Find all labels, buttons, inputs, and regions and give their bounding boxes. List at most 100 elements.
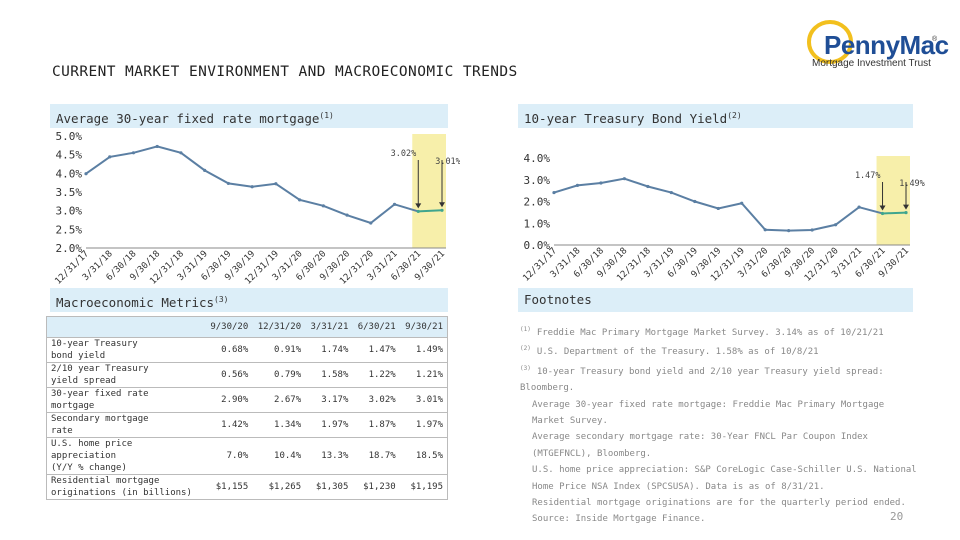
logo-subtitle: Mortgage Investment Trust bbox=[812, 58, 931, 69]
table-cell: $1,195 bbox=[399, 474, 448, 500]
table-row-label: Residential mortgage originations (in bi… bbox=[46, 474, 205, 500]
series-line bbox=[553, 177, 883, 232]
footnote-item: Residential mortgage originations are fo… bbox=[520, 495, 920, 528]
data-point bbox=[716, 206, 720, 211]
footnotes-title: Footnotes bbox=[524, 292, 592, 307]
data-point bbox=[669, 190, 673, 195]
data-point bbox=[369, 221, 373, 225]
data-point bbox=[155, 144, 159, 149]
y-tick-label: 4.0% bbox=[524, 152, 551, 165]
table-cell: 3.01% bbox=[399, 387, 448, 413]
data-point bbox=[646, 184, 650, 189]
y-tick-label: 5.0% bbox=[56, 130, 83, 143]
y-tick-label: 3.0% bbox=[56, 205, 83, 218]
highlight-band bbox=[412, 134, 446, 248]
table-cell: 1.21% bbox=[399, 362, 448, 388]
footnote-mark: (3) bbox=[520, 364, 531, 372]
footnotes-header: Footnotes bbox=[518, 288, 913, 312]
y-tick-label: 1.0% bbox=[524, 217, 551, 230]
table-row: 10-year Treasury bond yield 0.68% 0.91% 1.7… bbox=[46, 337, 448, 363]
table-cell: $1,305 bbox=[305, 474, 353, 500]
data-point bbox=[552, 190, 556, 195]
table-cell: 1.34% bbox=[252, 412, 306, 438]
table-cell: 7.0% bbox=[205, 437, 253, 475]
table-header-cell: 6/30/21 bbox=[352, 316, 400, 338]
table-header-cell: 9/30/21 bbox=[399, 316, 448, 338]
data-point bbox=[622, 177, 626, 181]
data-point bbox=[810, 228, 814, 232]
data-point bbox=[693, 199, 697, 204]
treasury-chart-title: 10-year Treasury Bond Yield bbox=[524, 111, 728, 127]
footnote-text: U.S. Department of the Treasury. 1.58% a… bbox=[536, 347, 819, 358]
footnote-mark: (2) bbox=[520, 345, 531, 353]
page-title: CURRENT MARKET ENVIRONMENT AND MACROECON… bbox=[52, 64, 518, 80]
data-point bbox=[857, 205, 861, 209]
annotation-label: 3.01% bbox=[435, 157, 460, 167]
table-cell: 2.90% bbox=[205, 387, 253, 413]
y-tick-label: 3.0% bbox=[524, 174, 551, 187]
table-cell: 3.02% bbox=[352, 387, 400, 413]
y-tick-label: 0.0% bbox=[524, 239, 551, 252]
table-header-cell: 3/31/21 bbox=[305, 316, 353, 338]
annotation-arrowhead bbox=[879, 205, 886, 211]
data-point bbox=[599, 181, 603, 185]
footnote-item: U.S. home price appreciation: S&P CoreLo… bbox=[520, 462, 920, 495]
table-cell: 1.97% bbox=[305, 412, 353, 438]
table-cell: 13.3% bbox=[305, 437, 353, 475]
table-row-label: 10-year Treasury bond yield bbox=[46, 337, 205, 363]
treasury-chart-header: 10-year Treasury Bond Yield(2) bbox=[518, 104, 913, 128]
table-row: 30-year fixed rate mortgage 2.90% 2.67% 3.1… bbox=[46, 387, 448, 413]
table-row-label: U.S. home price appreciation (Y/Y % chan… bbox=[46, 437, 205, 475]
y-tick-label: 2.0% bbox=[524, 196, 551, 209]
annotation-label: 1.49% bbox=[899, 179, 925, 189]
table-row: 2/10 year Treasury yield spread 0.56% 0.79… bbox=[46, 362, 448, 388]
footnote-mark: (1) bbox=[520, 326, 531, 333]
footnote-item: (1) Freddie Mac Primary Mortgage Market S… bbox=[520, 322, 920, 341]
data-point bbox=[298, 198, 302, 202]
mortgage-chart-title: Average 30-year fixed rate mortgage bbox=[56, 111, 320, 127]
table-cell: 1.42% bbox=[205, 412, 253, 438]
table-cell: $1,265 bbox=[252, 474, 306, 500]
data-point bbox=[834, 223, 838, 227]
y-tick-label: 4.5% bbox=[56, 149, 83, 162]
table-cell: 1.58% bbox=[305, 362, 353, 388]
treasury-yield-chart: 4.0%3.0%2.0%1.0%0.0%12/31/173/31/186/30/… bbox=[521, 152, 925, 284]
data-point bbox=[84, 172, 88, 176]
macro-metrics-title: Macroeconomic Metrics bbox=[56, 295, 215, 311]
table-cell: 10.4% bbox=[252, 437, 306, 475]
data-point bbox=[345, 213, 349, 217]
page-number: 20 bbox=[890, 510, 904, 523]
data-point bbox=[321, 204, 325, 208]
logo-name: PennyMac bbox=[824, 30, 949, 60]
table-cell: $1,155 bbox=[205, 474, 253, 500]
data-point bbox=[274, 182, 278, 186]
table-cell: $1,230 bbox=[352, 474, 400, 500]
logo-registered: ® bbox=[932, 36, 938, 43]
mortgage-chart-header: Average 30-year fixed rate mortgage(1) bbox=[50, 104, 448, 128]
annotation-arrowhead bbox=[903, 204, 909, 210]
table-row: U.S. home price appreciation (Y/Y % chan… bbox=[46, 437, 448, 475]
footnote-item: Average secondary mortgage rate: 30-Year… bbox=[520, 429, 920, 462]
data-point bbox=[108, 155, 112, 159]
data-point bbox=[392, 202, 397, 206]
footnote-text: Freddie Mac Primary Mortgage Market Surv… bbox=[536, 328, 884, 338]
y-tick-label: 3.5% bbox=[56, 186, 83, 199]
macro-footnote-ref: (3) bbox=[214, 295, 229, 304]
annotation-label: 3.02% bbox=[391, 149, 417, 159]
logo-ring-icon bbox=[807, 20, 853, 64]
table-row-label: Secondary mortgage rate bbox=[46, 412, 205, 438]
footnote-text: Average 30-year fixed rate mortgage: Fre… bbox=[532, 399, 885, 427]
table-row: Residential mortgage originations (in bi… bbox=[46, 474, 448, 500]
data-point bbox=[416, 209, 420, 214]
series-line-highlight bbox=[418, 209, 443, 213]
table-cell: 3.17% bbox=[305, 387, 353, 413]
data-point bbox=[880, 211, 885, 216]
footnote-text: 10-year Treasury bond yield and 2/10 yea… bbox=[520, 366, 884, 394]
highlight-band bbox=[876, 156, 910, 245]
table-cell: 1.74% bbox=[305, 337, 353, 363]
table-cell: 18.7% bbox=[352, 437, 400, 475]
company-logo: PennyMac ® Mortgage Investment Trust bbox=[800, 18, 949, 74]
footnotes-list: (1) Freddie Mac Primary Mortgage Market S… bbox=[520, 322, 920, 528]
data-point bbox=[179, 151, 183, 155]
table-cell: 0.91% bbox=[252, 337, 306, 363]
